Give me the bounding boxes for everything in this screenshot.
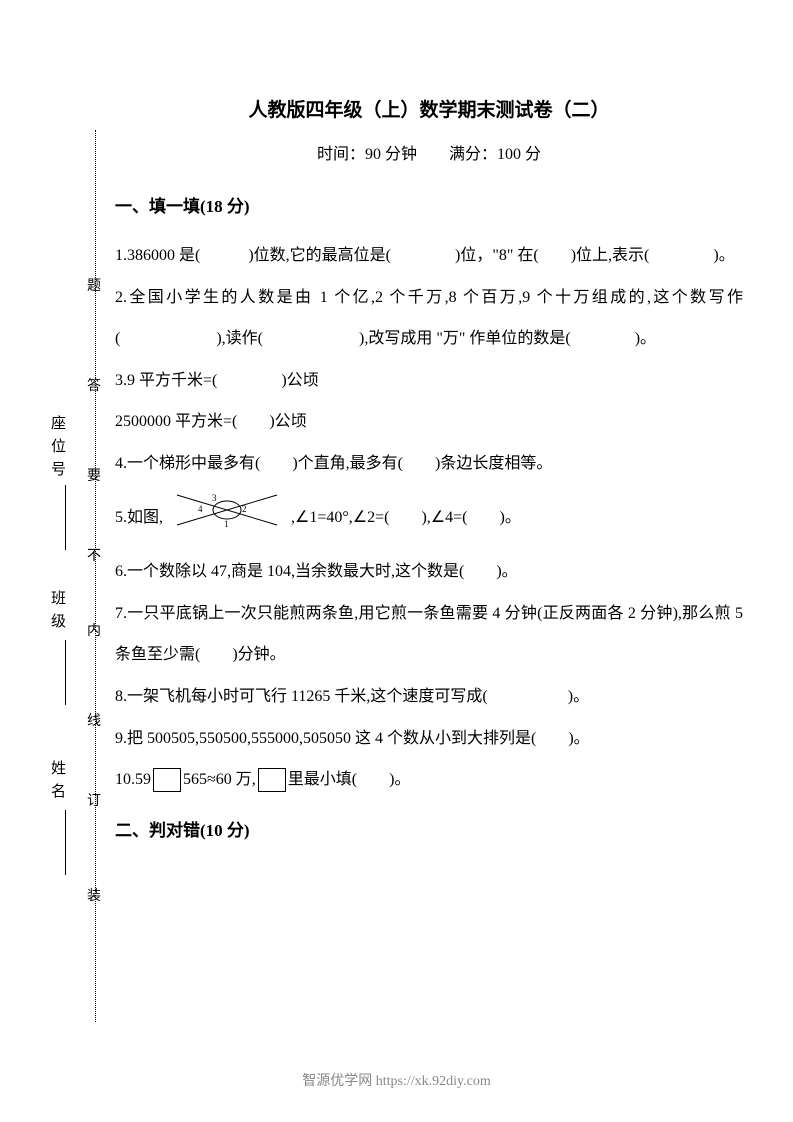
section-1-header: 一、填一填(18 分) bbox=[115, 192, 743, 217]
binding-char: 要 bbox=[87, 465, 101, 485]
question-3b: 2500000 平方米=( )公顷 bbox=[115, 401, 743, 443]
question-10: 10.59 565≈60 万, 里最小填( )。 bbox=[115, 759, 743, 801]
binding-labels: 题 答 座位号 要 不 班级 内 线 姓名 订 装 bbox=[45, 130, 95, 1000]
binding-char: 装 bbox=[87, 885, 101, 905]
svg-text:1: 1 bbox=[224, 519, 229, 529]
binding-char: 题 bbox=[87, 275, 101, 295]
angle-figure: 3 4 2 1 bbox=[172, 485, 282, 552]
page-footer: 智源优学网 https://xk.92diy.com bbox=[0, 1070, 793, 1090]
question-4: 4.一个梯形中最多有( )个直角,最多有( )条边长度相等。 bbox=[115, 443, 743, 485]
question-10-text-a: 10.59 bbox=[115, 771, 151, 788]
question-2: 2.全国小学生的人数是由 1 个亿,2 个千万,8 个百万,9 个十万组成的,这… bbox=[115, 277, 743, 360]
binding-char: 答 bbox=[87, 375, 101, 395]
section-2-header: 二、判对错(10 分) bbox=[115, 816, 743, 841]
question-3a: 3.9 平方千米=( )公顷 bbox=[115, 360, 743, 402]
svg-text:2: 2 bbox=[242, 504, 247, 514]
name-label: 姓名 bbox=[47, 760, 68, 806]
seat-label: 座位号 bbox=[47, 415, 68, 484]
binding-char: 内 bbox=[87, 620, 101, 640]
question-10-text-b: 565≈60 万, bbox=[183, 771, 256, 788]
question-5: 5.如图, 3 4 2 1 ,∠1=40°,∠2=( ),∠4=( )。 bbox=[115, 485, 743, 552]
field-line bbox=[65, 810, 66, 875]
question-6: 6.一个数除以 47,商是 104,当余数最大时,这个数是( )。 bbox=[115, 551, 743, 593]
svg-text:3: 3 bbox=[212, 493, 217, 503]
question-5-text-b: ,∠1=40°,∠2=( ),∠4=( )。 bbox=[291, 509, 521, 526]
blank-box bbox=[258, 768, 286, 792]
class-label: 班级 bbox=[47, 590, 68, 636]
page: 题 答 座位号 要 不 班级 内 线 姓名 订 装 人教版四年级（上）数学期末测… bbox=[0, 0, 793, 1122]
question-7: 7.一只平底锅上一次只能煎两条鱼,用它煎一条鱼需要 4 分钟(正反两面各 2 分… bbox=[115, 593, 743, 676]
binding-char: 线 bbox=[87, 710, 101, 730]
content-area: 人教版四年级（上）数学期末测试卷（二） 时间：90 分钟 满分：100 分 一、… bbox=[115, 95, 743, 859]
question-8: 8.一架飞机每小时可飞行 11265 千米,这个速度可写成( )。 bbox=[115, 676, 743, 718]
exam-title: 人教版四年级（上）数学期末测试卷（二） bbox=[115, 95, 743, 122]
blank-box bbox=[153, 768, 181, 792]
question-5-text-a: 5.如图, bbox=[115, 509, 163, 526]
field-line bbox=[65, 485, 66, 550]
question-9: 9.把 500505,550500,555000,505050 这 4 个数从小… bbox=[115, 718, 743, 760]
exam-subtitle: 时间：90 分钟 满分：100 分 bbox=[115, 140, 743, 164]
binding-char: 订 bbox=[87, 790, 101, 810]
field-line bbox=[65, 640, 66, 705]
svg-text:4: 4 bbox=[198, 504, 203, 514]
question-1: 1.386000 是( )位数,它的最高位是( )位，"8" 在( )位上,表示… bbox=[115, 235, 743, 277]
question-10-text-c: 里最小填( )。 bbox=[288, 771, 411, 788]
binding-char: 不 bbox=[87, 545, 101, 565]
